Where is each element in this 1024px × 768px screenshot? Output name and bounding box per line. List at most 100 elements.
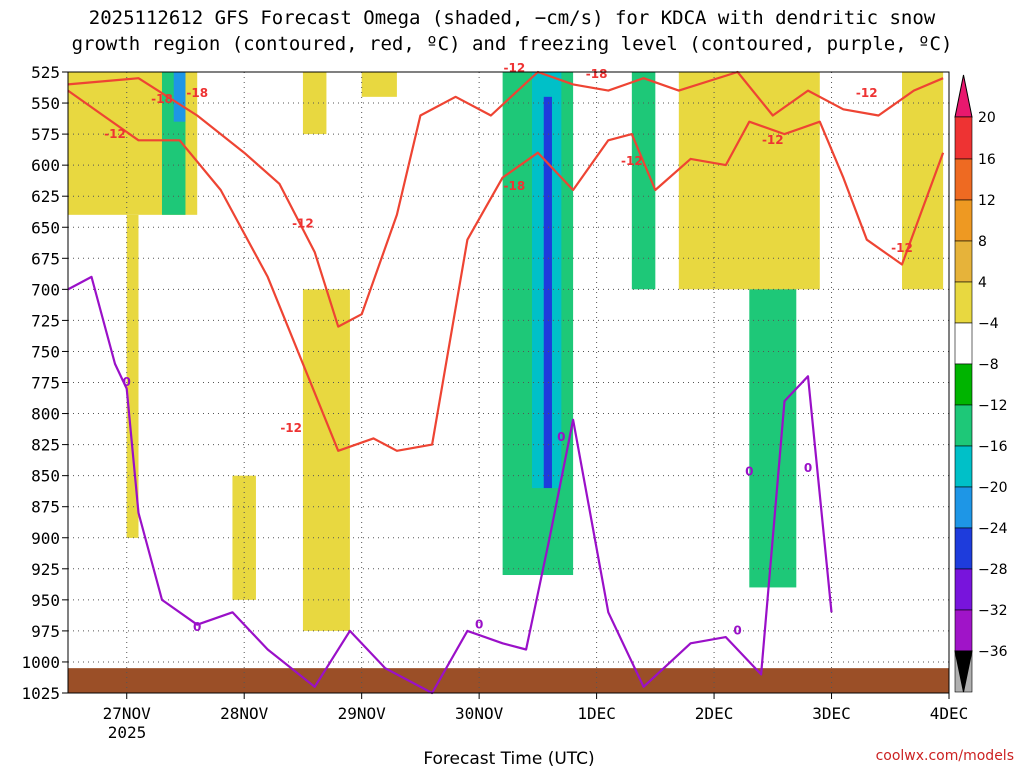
- x-tick-label: 29NOV: [338, 704, 387, 723]
- colorbar-label: 20: [978, 110, 996, 126]
- x-tick-label: 2DEC: [695, 704, 734, 723]
- colorbar-bin: [954, 158, 973, 201]
- x-tick-label: 4DEC: [930, 704, 969, 723]
- x-tick-label: 27NOV: [103, 704, 152, 723]
- colorbar-bottom-arrow: [954, 650, 973, 693]
- terrain-area: [68, 668, 949, 693]
- y-tick-label: 925: [31, 560, 60, 579]
- contour-label: -18: [151, 92, 173, 106]
- colorbar-label: −12: [978, 398, 1008, 414]
- freezing-level-contour-line: [67, 275, 833, 695]
- x-tick-label: 3DEC: [812, 704, 851, 723]
- y-tick-label: 550: [31, 94, 60, 113]
- colorbar-label: −16: [978, 439, 1008, 455]
- y-tick-label: 750: [31, 342, 60, 361]
- omega-shading: [68, 72, 944, 631]
- y-tick-label: 625: [31, 187, 60, 206]
- colorbar-label: −20: [978, 480, 1008, 496]
- contour-label: 0: [193, 620, 201, 634]
- contour-label: 0: [745, 465, 753, 479]
- omega-region: [902, 72, 944, 290]
- y-tick-label: 975: [31, 622, 60, 641]
- colorbar-label: −8: [978, 357, 999, 373]
- y-tick-label: 725: [31, 311, 60, 330]
- y-tick-label: 900: [31, 529, 60, 548]
- omega-region: [173, 72, 186, 122]
- x-tick-label: 28NOV: [220, 704, 269, 723]
- y-tick-label: 825: [31, 436, 60, 455]
- colorbar-bin: [954, 445, 973, 488]
- colorbar-bin: [954, 568, 973, 611]
- omega-region: [543, 96, 552, 489]
- contour-label: 0: [557, 430, 565, 444]
- colorbar-bin: [954, 199, 973, 242]
- contour-lines: [67, 70, 945, 695]
- omega-region: [631, 72, 656, 290]
- y-tick-label: 1025: [21, 684, 60, 703]
- terrain-fill: [68, 668, 949, 693]
- y-tick-label: 850: [31, 467, 60, 486]
- contour-label: -12: [504, 61, 526, 75]
- colorbar-label: −28: [978, 562, 1008, 578]
- colorbar-label: −24: [978, 521, 1008, 537]
- contour-label: -18: [186, 86, 208, 100]
- contour-label: 0: [475, 617, 483, 631]
- colorbar-label: −4: [978, 316, 999, 332]
- colorbar-bin: [954, 281, 973, 324]
- contour-label: -12: [762, 133, 784, 147]
- y-tick-label: 575: [31, 125, 60, 144]
- colorbar-top-arrow: [954, 74, 973, 118]
- chart-title-line1: 2025112612 GFS Forecast Omega (shaded, −…: [89, 7, 936, 29]
- contour-label: 0: [733, 624, 741, 638]
- omega-region: [361, 72, 397, 97]
- colorbar-label: 8: [978, 234, 987, 250]
- colorbar-label: −32: [978, 603, 1008, 619]
- y-tick-label: 800: [31, 405, 60, 424]
- x-axis-label: Forecast Time (UTC): [423, 749, 594, 768]
- contour-label: -12: [104, 127, 126, 141]
- y-tick-label: 650: [31, 218, 60, 237]
- colorbar-label: 16: [978, 152, 996, 168]
- colorbar-bin: [954, 527, 973, 570]
- contour-label: -12: [621, 154, 643, 168]
- y-tick-label: 775: [31, 374, 60, 393]
- y-tick-label: 950: [31, 591, 60, 610]
- colorbar-bin: [954, 609, 973, 652]
- y-axis: 525 550 575 600 625 650 675 700 725 750 775 800 825 8…: [21, 63, 68, 703]
- colorbar-bin: [954, 116, 973, 160]
- dgz-contour-line: [67, 70, 944, 328]
- contour-label: -18: [586, 67, 608, 81]
- omega-region: [302, 289, 350, 631]
- contour-label: 0: [123, 375, 131, 389]
- colorbar-label: 4: [978, 275, 987, 291]
- colorbar: 20 16 12 8 4 −4 −8 −12 −16 −20 −24 −28 −32 −36: [954, 74, 1008, 693]
- y-tick-label: 525: [31, 63, 60, 82]
- contour-label: -12: [280, 421, 302, 435]
- colorbar-bin: [954, 486, 973, 529]
- dgz-contour-line: [67, 89, 945, 452]
- contour-label: 0: [804, 461, 812, 475]
- colorbar-bin: [954, 322, 973, 365]
- y-tick-label: 700: [31, 280, 60, 299]
- omega-region: [126, 314, 139, 538]
- contour-label: -12: [292, 216, 314, 230]
- y-tick-label: 875: [31, 498, 60, 517]
- colorbar-bin: [954, 363, 973, 406]
- colorbar-bin: [954, 404, 973, 447]
- x-axis: 27NOV 28NOV 29NOV 30NOV 1DEC 2DEC 3DEC 4DEC: [103, 693, 969, 723]
- omega-region: [678, 72, 820, 290]
- contour-label: -12: [891, 241, 913, 255]
- x-tick-year: 2025: [108, 723, 147, 742]
- x-tick-label: 1DEC: [577, 704, 616, 723]
- contour-label: -12: [856, 86, 878, 100]
- contour-label: -18: [504, 179, 526, 193]
- y-tick-label: 675: [31, 249, 60, 268]
- colorbar-label: 12: [978, 193, 996, 209]
- chart-title-line2: growth region (contoured, red, ºC) and f…: [72, 33, 953, 55]
- y-tick-label: 1000: [21, 653, 60, 672]
- credit-text: coolwx.com/models: [876, 748, 1014, 764]
- y-tick-label: 600: [31, 156, 60, 175]
- x-tick-label: 30NOV: [455, 704, 504, 723]
- colorbar-bin: [954, 240, 973, 283]
